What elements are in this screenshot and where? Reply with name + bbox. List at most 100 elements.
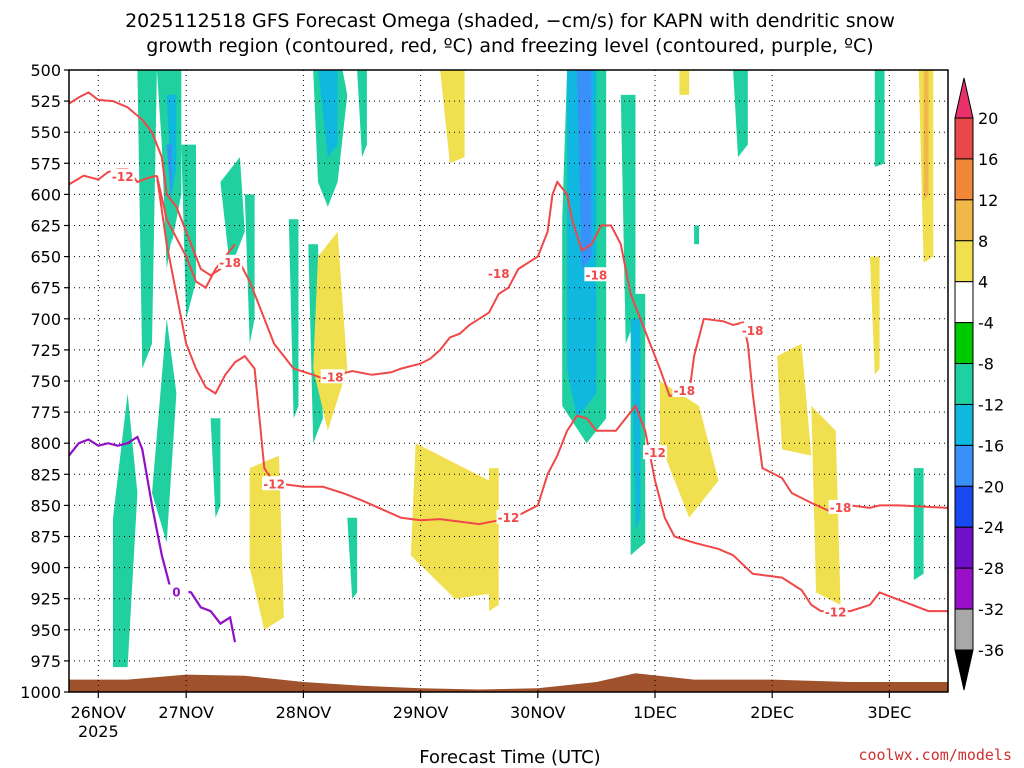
- contour-label-7: -18: [673, 384, 695, 398]
- y-tick-label-875: 875: [30, 528, 61, 547]
- omega-shade-neg-7: [181, 144, 196, 319]
- x-tick-label-3: 29NOV: [393, 703, 449, 722]
- contour-label-1: -18: [219, 256, 241, 270]
- omega-shade-neg-20: [620, 94, 636, 344]
- omega-shade-neg-2: [152, 318, 177, 543]
- contour-label-10: -18: [830, 501, 852, 515]
- omega-shade-pos-6: [659, 381, 719, 518]
- colorbar-label-12: -32: [978, 600, 1004, 619]
- colorbar-box-2: [954, 199, 974, 242]
- y-tick-label-825: 825: [30, 465, 61, 484]
- x-tick-label-1: 27NOV: [158, 703, 214, 722]
- omega-shade-neg-8: [210, 418, 221, 518]
- chart-title-line2: growth region (contoured, red, ºC) and f…: [146, 35, 873, 57]
- omega-shade-pos-7: [777, 343, 812, 456]
- contour-label-bg-11: [823, 604, 848, 619]
- omega-shade-pos-1: [259, 493, 270, 574]
- omega-shade-neg-23: [733, 70, 748, 158]
- colorbar-label-3: 8: [978, 232, 988, 251]
- omega-shade-pos-12: [679, 70, 690, 95]
- colorbar-label-5: -4: [978, 314, 994, 333]
- omega-shade-neg-0: [113, 393, 138, 668]
- plot-frame: [68, 69, 949, 693]
- colorbar-box-5: [954, 322, 974, 365]
- y-tick-label-925: 925: [30, 590, 61, 609]
- omega-shade-pos-9: [869, 256, 880, 375]
- contour-label-3: -18: [322, 370, 344, 384]
- y-tick-label-900: 900: [30, 559, 61, 578]
- x-tick-label-0: 26NOV: [71, 703, 127, 722]
- contour-label-5: -12: [498, 511, 520, 525]
- y-tick-label-775: 775: [30, 403, 61, 422]
- omega-shade-pos-5: [489, 468, 499, 612]
- colorbar-label-13: -36: [978, 641, 1004, 660]
- colorbar-label-2: 12: [978, 191, 998, 210]
- y-tick-label-725: 725: [30, 341, 61, 360]
- plot-area: -12 -18 -12 -18 -18 -12 -18 -18 -12 -18 -18 -12 0: [68, 70, 949, 692]
- terrain-fill: [69, 673, 948, 692]
- x-tick-label-7: 3DEC: [868, 703, 912, 722]
- colorbar-label-0: 20: [978, 109, 998, 128]
- omega-shade-neg-26: [694, 225, 699, 245]
- freezing-level-contour: [68, 435, 237, 643]
- contour-label-0: -12: [112, 170, 134, 184]
- colorbar-box-8: [954, 444, 974, 487]
- omega-shade-pos-8: [811, 405, 841, 605]
- omega-shade-pos-11: [923, 70, 929, 201]
- omega-shade-neg-14: [318, 70, 338, 158]
- omega-shade-neg-15: [357, 70, 367, 158]
- y-tick-label-850: 850: [30, 496, 61, 515]
- credit-text: coolwx.com/models: [858, 746, 1012, 764]
- contour-label-8: -12: [644, 446, 666, 460]
- colorbar-box-3: [954, 240, 974, 283]
- contour-label-2: -12: [263, 477, 285, 491]
- colorbar-label-9: -20: [978, 477, 1004, 496]
- contour-label-bg-8: [643, 445, 667, 460]
- colorbar-box-7: [954, 403, 974, 446]
- colorbar-box-10: [954, 526, 974, 569]
- y-tick-label-950: 950: [30, 621, 61, 640]
- colorbar: 20 16 12 8 4 -4 -8 -12 -16 -20 -24 -28 -32 -36: [954, 77, 1004, 691]
- colorbar-label-11: -28: [978, 559, 1004, 578]
- colorbar-label-4: 4: [978, 273, 988, 292]
- y-tick-label-800: 800: [30, 434, 61, 453]
- contour-label-6: -18: [586, 268, 608, 282]
- colorbar-box-4: [954, 281, 974, 324]
- contour-label-11: -12: [825, 605, 847, 619]
- omega-shade-neg-24: [874, 70, 885, 167]
- omega-shade-neg-11: [288, 219, 299, 419]
- y-tick-label-525: 525: [30, 92, 61, 111]
- omega-shade-pos-4: [440, 70, 465, 164]
- colorbar-box-1: [954, 158, 974, 201]
- colorbar-box-9: [954, 485, 974, 528]
- y-tick-label-625: 625: [30, 217, 61, 236]
- contour-label-9: -18: [742, 324, 764, 338]
- colorbar-box-6: [954, 363, 974, 405]
- contour-label-bg-12: [164, 584, 189, 599]
- x-tick-label-2: 28NOV: [276, 703, 332, 722]
- y-tick-label-975: 975: [30, 652, 61, 671]
- y-tick-label-500: 500: [30, 61, 61, 80]
- contour-label-bg-9: [740, 323, 765, 338]
- colorbar-label-6: -8: [978, 355, 994, 374]
- colorbar-box-0: [954, 117, 974, 160]
- y-tick-label-750: 750: [30, 372, 61, 391]
- y-tick-label-700: 700: [30, 310, 61, 329]
- contour-label-4: -18: [488, 267, 510, 281]
- x-tick-label-4: 30NOV: [510, 703, 566, 722]
- omega-shade-neg-22: [630, 318, 641, 531]
- y-tick-label-1000: 1000: [20, 683, 61, 702]
- y-tick-label-600: 600: [30, 185, 61, 204]
- omega-shade-neg-16: [347, 517, 358, 599]
- omega-shade-neg-25: [913, 468, 924, 580]
- contour-label-bg-7: [672, 382, 697, 397]
- y-tick-label-550: 550: [30, 123, 61, 142]
- x-tick-sublabel-0: 2025: [78, 722, 119, 741]
- omega-shade-neg-10: [244, 194, 255, 344]
- colorbar-label-7: -12: [978, 395, 1004, 414]
- omega-shade-neg-9: [220, 157, 245, 269]
- omega-shade-neg-6: [166, 144, 172, 207]
- colorbar-label-8: -16: [978, 436, 1004, 455]
- colorbar-label-10: -24: [978, 518, 1004, 537]
